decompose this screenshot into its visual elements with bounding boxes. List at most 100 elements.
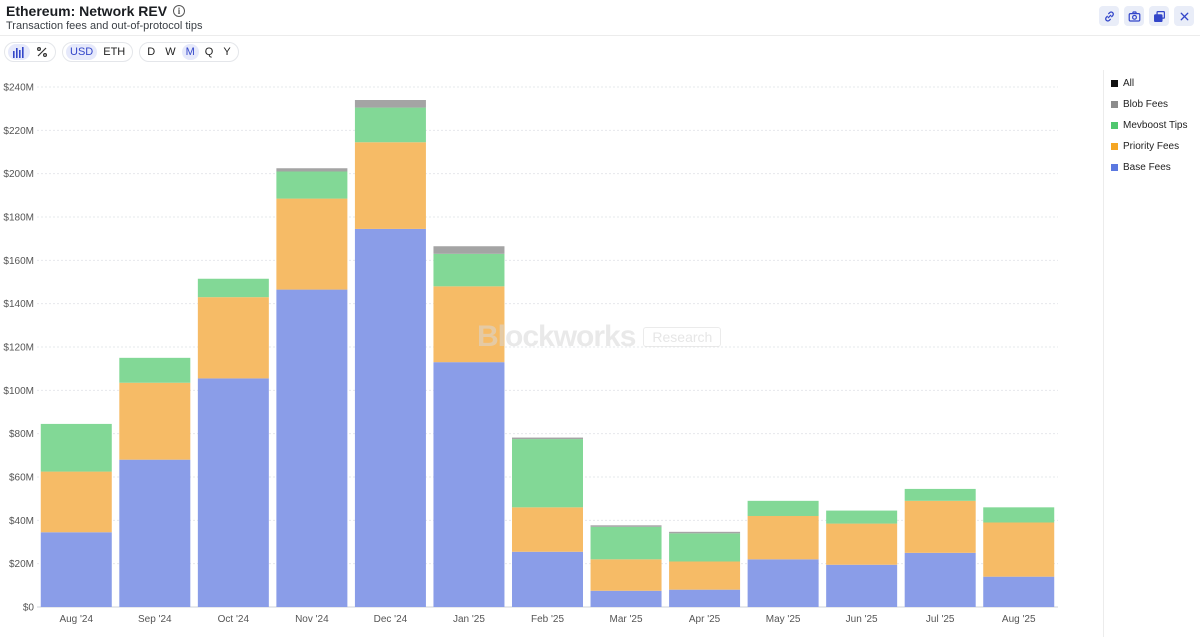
bar-base-fees [40, 532, 112, 607]
legend-item-priority-fees[interactable]: Priority Fees [1111, 136, 1187, 157]
screenshot-button[interactable] [1124, 6, 1144, 26]
bar-priority-fees [747, 516, 819, 560]
duplicate-button[interactable] [1149, 6, 1169, 26]
bar-base-fees [826, 564, 898, 607]
close-button[interactable] [1174, 6, 1194, 26]
bar-base-fees [983, 576, 1055, 607]
legend-item-mevboost-tips[interactable]: Mevboost Tips [1111, 115, 1187, 136]
granularity-group: D W M Q Y [139, 42, 239, 62]
x-tick-label: Feb '25 [531, 614, 564, 625]
header-actions [1099, 6, 1194, 26]
camera-icon [1128, 10, 1140, 22]
legend-label: Base Fees [1123, 162, 1171, 173]
legend-item-blob-fees[interactable]: Blob Fees [1111, 94, 1187, 115]
bar-mevboost-tips [747, 500, 819, 516]
bar-blob-fees [669, 531, 741, 534]
close-icon [1180, 12, 1188, 20]
x-tick-label: Jul '25 [926, 614, 955, 625]
bar-mevboost-tips [276, 171, 348, 199]
granularity-week[interactable]: W [165, 46, 176, 58]
bar-mevboost-tips [354, 107, 426, 143]
bar-priority-fees [433, 286, 505, 363]
percent-toggle[interactable] [32, 44, 52, 60]
chart-header: Ethereum: Network REV i Transaction fees… [0, 0, 1200, 36]
x-tick-label: Jun '25 [846, 614, 878, 625]
bar-base-fees [119, 459, 191, 607]
bar-base-fees [433, 362, 505, 607]
y-tick-label: $160M [3, 256, 34, 267]
bar-base-fees [512, 551, 583, 607]
legend-swatch [1111, 101, 1118, 108]
bar-blob-fees [276, 168, 348, 172]
x-tick-label: Sep '24 [138, 614, 172, 625]
bar-priority-fees [512, 507, 583, 552]
bar-priority-fees [669, 561, 741, 590]
bar-priority-fees [197, 297, 269, 379]
stacked-bar-chart: $0 $20M $40M $60M $80M $100M $120M $140M $160M $1… [3, 83, 1058, 625]
legend-label: Blob Fees [1123, 99, 1169, 110]
legend-label: Mevboost Tips [1123, 120, 1188, 131]
y-tick-label: $120M [3, 343, 34, 354]
x-tick-label: Aug '25 [1002, 614, 1036, 625]
y-tick-label: $100M [3, 386, 34, 397]
info-icon[interactable]: i [173, 5, 186, 17]
bar-priority-fees [826, 523, 898, 565]
x-tick-label: Apr '25 [689, 614, 721, 625]
bar-mevboost-tips [590, 526, 662, 560]
granularity-year[interactable]: Y [223, 46, 231, 58]
chart-type-group [4, 42, 56, 62]
bar-mevboost-tips [197, 278, 269, 298]
copy-icon [1153, 10, 1165, 22]
currency-eth[interactable]: ETH [103, 46, 126, 58]
legend-swatch [1111, 122, 1118, 129]
x-tick-label: May '25 [766, 614, 801, 625]
percent-icon [37, 47, 47, 57]
x-tick-label: Nov '24 [295, 614, 329, 625]
bar-base-fees [197, 378, 269, 607]
legend-label: All [1123, 78, 1135, 89]
bar-mevboost-tips [119, 357, 191, 383]
bar-chart-toggle[interactable] [8, 44, 30, 60]
bar-priority-fees [276, 198, 348, 290]
granularity-day[interactable]: D [147, 46, 156, 58]
bar-priority-fees [40, 471, 112, 533]
legend-swatch [1111, 80, 1118, 87]
y-tick-label: $20M [9, 559, 34, 570]
bar-mevboost-tips [40, 423, 112, 472]
bar-blob-fees [354, 100, 426, 108]
bar-mevboost-tips [512, 439, 583, 508]
y-tick-label: $140M [3, 299, 34, 310]
legend-item-all[interactable]: All [1111, 73, 1187, 94]
bar-mevboost-tips [433, 253, 505, 287]
copy-link-button[interactable] [1099, 6, 1119, 26]
x-tick-label: Oct '24 [218, 614, 250, 625]
y-tick-label: $180M [3, 213, 34, 224]
bar-base-fees [276, 289, 348, 607]
legend-label: Priority Fees [1123, 141, 1180, 152]
chart-area: $0 $20M $40M $60M $80M $100M $120M $140M $160M $1… [0, 64, 1104, 637]
bar-mevboost-tips [669, 533, 741, 562]
bar-base-fees [354, 228, 426, 607]
x-tick-label: Jan '25 [453, 614, 485, 625]
bar-base-fees [747, 559, 819, 607]
legend-item-base-fees[interactable]: Base Fees [1111, 157, 1187, 178]
legend-swatch [1111, 164, 1118, 171]
bar-blob-fees [590, 525, 662, 527]
legend-divider [1103, 70, 1104, 637]
y-tick-label: $220M [3, 126, 34, 137]
currency-usd[interactable]: USD [66, 44, 98, 60]
bar-mevboost-tips [904, 488, 976, 501]
bar-blob-fees [512, 437, 583, 440]
granularity-quarter[interactable]: Q [204, 46, 214, 58]
chart-subtitle: Transaction fees and out-of-protocol tip… [6, 20, 203, 32]
currency-group: USD ETH [62, 42, 134, 62]
legend-swatch [1111, 143, 1118, 150]
bar-mevboost-tips [983, 507, 1055, 523]
bar-priority-fees [983, 522, 1055, 577]
x-tick-label: Dec '24 [374, 614, 408, 625]
bar-priority-fees [119, 382, 191, 460]
bar-base-fees [904, 552, 976, 607]
chart-toolbar: USD ETH D W M Q Y [4, 42, 239, 62]
granularity-month[interactable]: M [181, 44, 199, 60]
link-icon [1104, 10, 1114, 22]
